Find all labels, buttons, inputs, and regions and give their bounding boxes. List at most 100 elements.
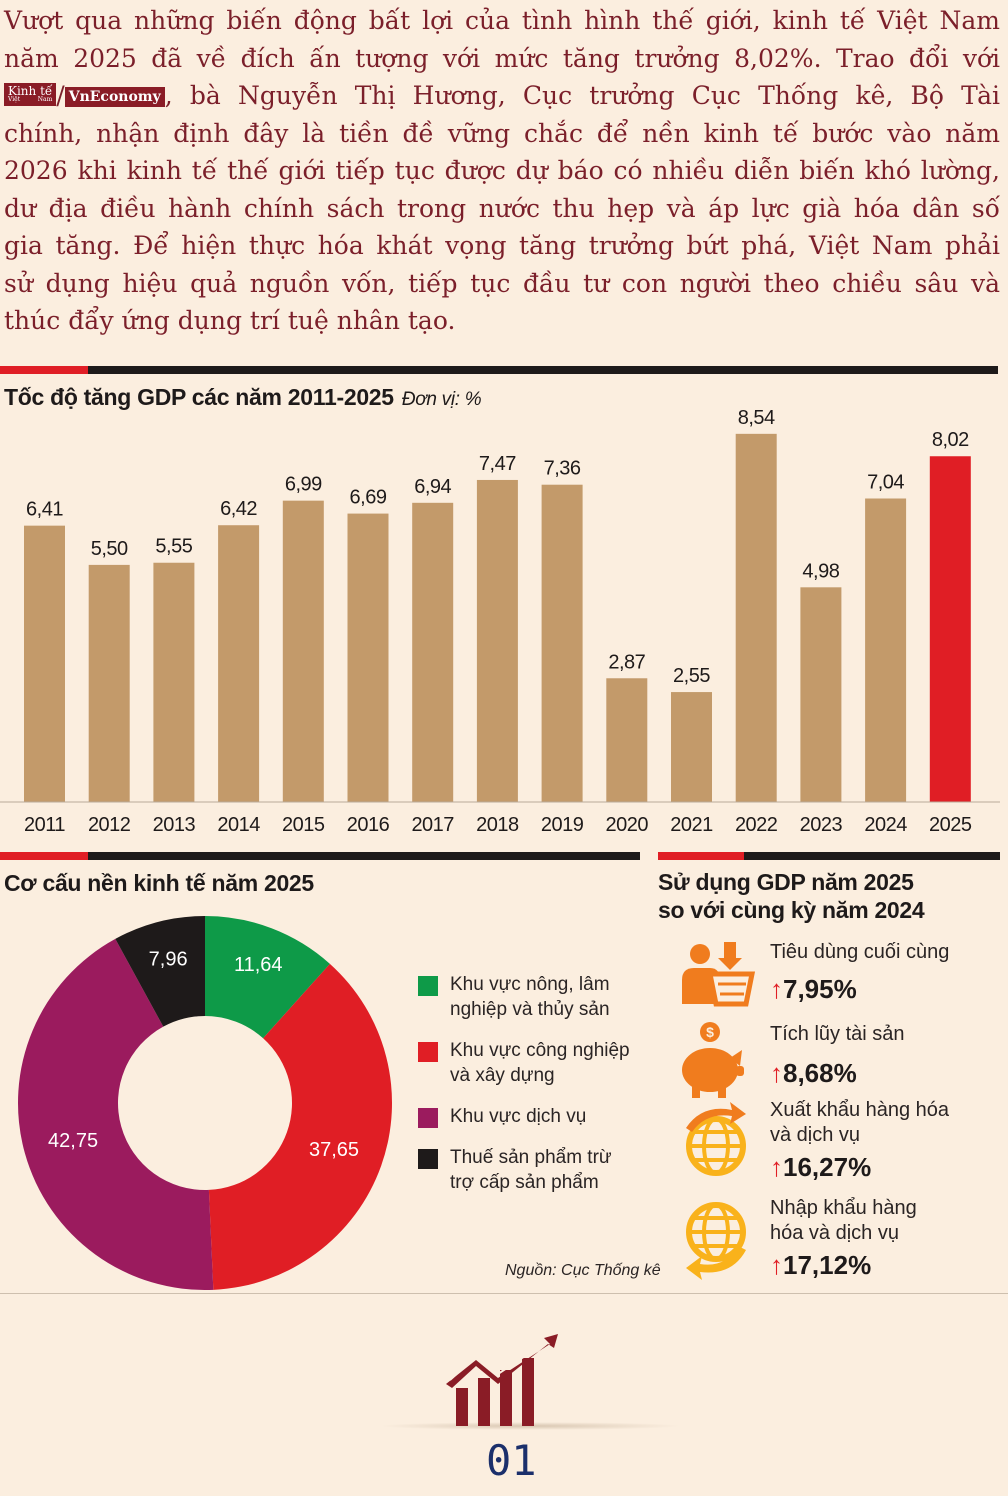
bar-value-label: 4,98 xyxy=(802,560,839,582)
logo-separator: / xyxy=(56,81,65,110)
slice-tax xyxy=(115,916,205,1027)
bar-2022 xyxy=(735,433,777,802)
slice-value-label: 11,64 xyxy=(234,954,283,976)
x-tick-label: 2014 xyxy=(217,814,260,836)
shopping-consumer-icon xyxy=(682,942,756,1007)
gdp-growth-title: Tốc độ tăng GDP các năm 2011-2025 Đơn vị:… xyxy=(4,384,482,410)
bar-2015 xyxy=(282,500,324,802)
bar-value-label: 6,69 xyxy=(350,487,387,509)
usage-value: ↑8,68% xyxy=(770,1058,857,1088)
intro-line: 2026 khi kinh tế thế giới tiếp tục được … xyxy=(4,156,1000,185)
intro-line: gia tăng. Để hiện thực hóa khát vọng tăn… xyxy=(4,231,1000,260)
bar-2016 xyxy=(347,513,389,802)
x-tick-label: 2024 xyxy=(864,814,907,836)
legend-item-services: Khu vực dịch vụ xyxy=(418,1104,648,1129)
bar-value-label: 2,55 xyxy=(673,665,710,687)
bar-value-label: 6,99 xyxy=(285,474,322,496)
section-divider xyxy=(0,366,998,374)
bar-2017 xyxy=(412,502,454,802)
section-divider xyxy=(0,852,640,860)
slice-value-label: 37,65 xyxy=(309,1139,359,1161)
legend-item-industry: Khu vực công nghiệp và xây dựng xyxy=(418,1038,648,1088)
slice-value-label: 42,75 xyxy=(48,1130,98,1152)
piggy-bank-icon: $ xyxy=(682,1022,744,1098)
legend-swatch xyxy=(418,1108,438,1128)
bar-2012 xyxy=(88,564,130,802)
bar-2013 xyxy=(153,562,195,802)
bar-value-label: 7,04 xyxy=(867,471,904,493)
bar-2023 xyxy=(800,587,842,802)
intro-line: dư địa điều hành chính sách trong nước t… xyxy=(4,193,1000,223)
legend-item-agriculture: Khu vực nông, lâm nghiệp và thủy sản xyxy=(418,972,648,1022)
x-tick-label: 2018 xyxy=(476,814,519,836)
legend-swatch xyxy=(418,1042,438,1062)
legend-swatch xyxy=(418,1149,438,1169)
bar-2014 xyxy=(218,525,260,802)
section-divider xyxy=(658,852,1000,860)
bar-value-label: 6,94 xyxy=(414,476,451,498)
x-tick-label: 2012 xyxy=(88,814,131,836)
slice-industry xyxy=(208,963,392,1290)
x-tick-label: 2011 xyxy=(24,814,65,836)
bar-2025 xyxy=(929,456,971,802)
x-tick-label: 2023 xyxy=(800,814,843,836)
footer-divider xyxy=(0,1293,1008,1294)
x-tick-label: 2019 xyxy=(541,814,584,836)
bar-value-label: 7,47 xyxy=(479,453,516,475)
x-tick-label: 2017 xyxy=(411,814,454,836)
bar-2024 xyxy=(865,498,907,802)
usage-value: ↑17,12% xyxy=(770,1250,872,1280)
bar-2011 xyxy=(24,525,65,802)
intro-line: thúc đẩy ứng dụng trí tuệ nhân tạo. xyxy=(4,306,456,335)
intro-line: chính, nhận định đây là tiền đề vững chắ… xyxy=(4,118,1000,148)
bar-value-label: 8,54 xyxy=(738,407,775,429)
bar-value-label: 6,41 xyxy=(26,499,63,521)
x-tick-label: 2022 xyxy=(735,814,778,836)
intro-line: sử dụng hiệu quả nguồn vốn, tiếp tục đầu… xyxy=(4,268,1000,298)
intro-line: Kinh tế Việt Nam / VnEconomy, bà Nguyễn Thị… xyxy=(4,77,1000,115)
usage-item-import: Nhập khẩu hàng hóa và dịch vụ ↑17,12% xyxy=(680,1196,1000,1286)
bar-2019 xyxy=(541,484,583,802)
x-tick-label: 2013 xyxy=(153,814,196,836)
svg-text:$: $ xyxy=(706,1024,714,1040)
kinh-te-viet-nam-logo[interactable]: Kinh tế Việt Nam xyxy=(4,83,57,106)
bar-value-label: 2,87 xyxy=(608,651,645,673)
vneconomy-logo[interactable]: VnEconomy xyxy=(64,87,165,107)
gdp-growth-bar-chart: 6,41 2011 5,50 2012 5,55 2013 6,42 2014 6,99 2015… xyxy=(0,407,1000,836)
usage-item-consumption: Tiêu dùng cuối cùng ↑7,95% xyxy=(680,940,1000,1010)
source-note: Nguồn: Cục Thống kê xyxy=(505,1262,661,1279)
intro-paragraph: Vượt qua những biến động bất lợi của tìn… xyxy=(4,2,1000,340)
x-tick-label: 2025 xyxy=(929,814,972,836)
usage-item-accumulation: $ Tích lũy tài sản ↑8,68% xyxy=(680,1022,1000,1102)
usage-value: ↑7,95% xyxy=(770,974,857,1004)
x-tick-label: 2016 xyxy=(347,814,390,836)
legend-item-tax: Thuế sản phẩm trừ trợ cấp sản phẩm xyxy=(418,1145,648,1195)
bar-value-label: 5,55 xyxy=(155,536,192,558)
slice-agriculture xyxy=(205,916,330,1039)
structure-title: Cơ cấu nền kinh tế năm 2025 xyxy=(4,870,314,896)
legend-swatch xyxy=(418,976,438,996)
donut-legend: Khu vực nông, lâm nghiệp và thủy sản Khu … xyxy=(418,972,648,1211)
usage-item-export: Xuất khẩu hàng hóa và dịch vụ ↑16,27% xyxy=(680,1098,1000,1188)
growth-chart-logo xyxy=(380,1334,680,1430)
bar-2020 xyxy=(606,678,648,802)
slice-value-label: 7,96 xyxy=(149,949,188,971)
globe-import-icon xyxy=(686,1202,746,1280)
bar-value-label: 6,42 xyxy=(220,498,257,520)
usage-value: ↑16,27% xyxy=(770,1152,872,1182)
x-tick-label: 2015 xyxy=(282,814,325,836)
bar-2018 xyxy=(476,479,518,802)
slice-services xyxy=(18,938,214,1290)
intro-line: Vượt qua những biến động bất lợi của tìn… xyxy=(4,6,1000,35)
bar-value-label: 8,02 xyxy=(932,429,969,451)
gdp-usage-title: Sử dụng GDP năm 2025 so với cùng kỳ năm 2… xyxy=(658,869,925,923)
unit-label: Đơn vị: % xyxy=(401,389,482,410)
globe-export-icon xyxy=(686,1102,746,1176)
x-tick-label: 2020 xyxy=(606,814,649,836)
x-tick-label: 2021 xyxy=(670,814,713,836)
intro-line: năm 2025 đã về đích ấn tượng với mức tăn… xyxy=(4,43,1000,73)
economic-structure-donut-chart: 11,64 37,65 42,75 7,96 xyxy=(18,916,392,1290)
bar-value-label: 5,50 xyxy=(91,538,128,560)
bar-2021 xyxy=(671,692,712,802)
bar-value-label: 7,36 xyxy=(544,458,581,480)
